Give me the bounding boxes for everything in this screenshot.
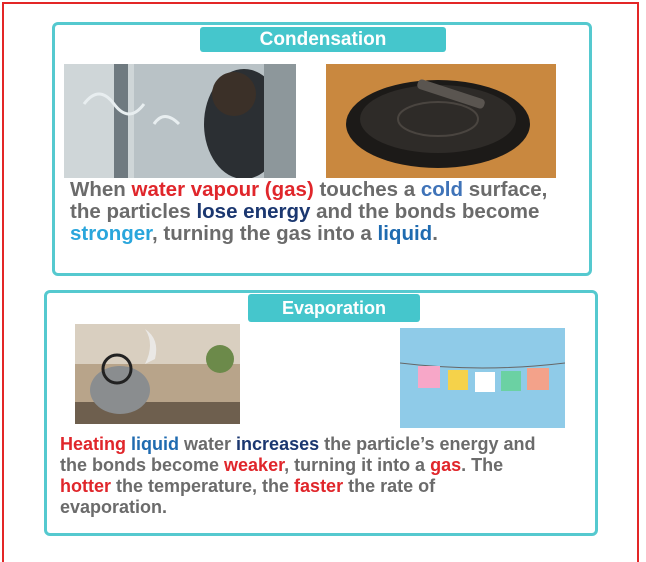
image: [326, 64, 556, 178]
text-run: increases: [236, 434, 319, 454]
text-run: faster: [294, 476, 343, 496]
paragraph: Heating liquid water increases the parti…: [60, 434, 545, 518]
page: Condensation When water vapour (gas) tou…: [0, 0, 646, 562]
image: [64, 64, 296, 178]
text-run: cold: [421, 178, 463, 201]
text-run: Heating: [60, 434, 131, 454]
panel-title: Evaporation: [248, 294, 420, 322]
text-run: lose energy: [196, 200, 310, 223]
text-run: .: [432, 222, 438, 245]
image: [400, 328, 565, 428]
text-run: weaker: [224, 455, 284, 475]
text-run: When: [70, 178, 132, 201]
text-run: , turning it into a: [284, 455, 430, 475]
text-run: gas: [430, 455, 461, 475]
panel-title: Condensation: [200, 27, 446, 52]
text-run: touches a: [314, 178, 421, 201]
text-run: hotter: [60, 476, 111, 496]
text-run: , turning the gas into a: [152, 222, 378, 245]
text-run: water: [179, 434, 236, 454]
image: [75, 324, 240, 424]
text-run: the temperature, the: [111, 476, 294, 496]
paragraph: When water vapour (gas) touches a cold s…: [70, 179, 575, 245]
text-run: stronger: [70, 222, 152, 245]
text-run: and the bonds become: [310, 200, 545, 223]
text-run: liquid: [131, 434, 179, 454]
text-run: water vapour (gas): [132, 178, 314, 201]
text-run: . The: [461, 455, 508, 475]
text-run: liquid: [378, 222, 433, 245]
